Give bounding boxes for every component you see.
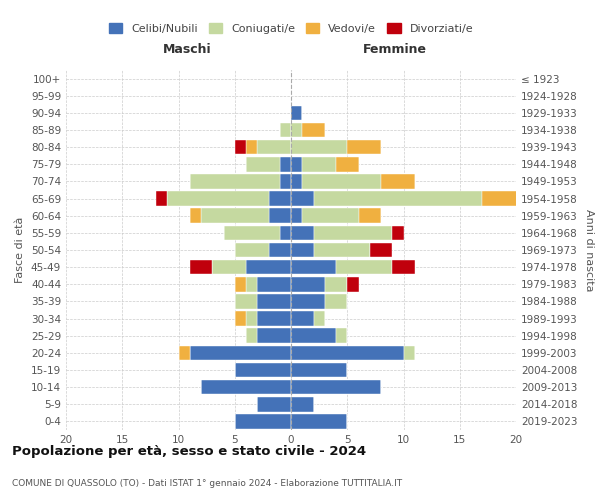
Bar [336, 157, 359, 172]
Bar [257, 328, 291, 343]
Bar [201, 380, 291, 394]
Y-axis label: Anni di nascita: Anni di nascita [584, 209, 594, 291]
Bar [246, 157, 280, 172]
Bar [235, 242, 269, 258]
Bar [280, 174, 291, 188]
Bar [223, 226, 280, 240]
Bar [291, 226, 314, 240]
Bar [347, 140, 381, 154]
Bar [190, 174, 280, 188]
Bar [291, 346, 404, 360]
Bar [291, 242, 314, 258]
Bar [291, 380, 381, 394]
Bar [291, 414, 347, 428]
Bar [190, 208, 201, 223]
Text: Femmine: Femmine [362, 42, 427, 56]
Bar [201, 208, 269, 223]
Bar [291, 157, 302, 172]
Bar [280, 122, 291, 138]
Bar [280, 226, 291, 240]
Bar [482, 192, 527, 206]
Bar [325, 277, 347, 291]
Bar [302, 157, 336, 172]
Text: COMUNE DI QUASSOLO (TO) - Dati ISTAT 1° gennaio 2024 - Elaborazione TUTTITALIA.I: COMUNE DI QUASSOLO (TO) - Dati ISTAT 1° … [12, 478, 402, 488]
Bar [291, 277, 325, 291]
Bar [246, 140, 257, 154]
Bar [302, 122, 325, 138]
Text: Maschi: Maschi [163, 42, 212, 56]
Bar [235, 414, 291, 428]
Bar [235, 294, 257, 308]
Bar [257, 294, 291, 308]
Bar [291, 208, 302, 223]
Bar [190, 346, 291, 360]
Bar [235, 140, 246, 154]
Bar [314, 242, 370, 258]
Bar [156, 192, 167, 206]
Y-axis label: Fasce di età: Fasce di età [16, 217, 25, 283]
Legend: Celibi/Nubili, Coniugati/e, Vedovi/e, Divorziati/e: Celibi/Nubili, Coniugati/e, Vedovi/e, Di… [106, 20, 476, 37]
Bar [246, 328, 257, 343]
Bar [269, 242, 291, 258]
Bar [179, 346, 190, 360]
Bar [291, 260, 336, 274]
Bar [336, 260, 392, 274]
Bar [235, 362, 291, 378]
Bar [167, 192, 269, 206]
Bar [235, 312, 246, 326]
Bar [212, 260, 246, 274]
Bar [381, 174, 415, 188]
Bar [336, 328, 347, 343]
Bar [291, 106, 302, 120]
Bar [291, 397, 314, 411]
Bar [269, 208, 291, 223]
Bar [291, 174, 302, 188]
Bar [291, 192, 314, 206]
Bar [257, 277, 291, 291]
Bar [291, 362, 347, 378]
Bar [392, 260, 415, 274]
Bar [291, 140, 347, 154]
Bar [235, 277, 246, 291]
Bar [302, 208, 359, 223]
Bar [246, 277, 257, 291]
Bar [190, 260, 212, 274]
Bar [347, 277, 359, 291]
Bar [359, 208, 381, 223]
Bar [314, 312, 325, 326]
Bar [325, 294, 347, 308]
Bar [257, 397, 291, 411]
Bar [246, 312, 257, 326]
Bar [246, 260, 291, 274]
Bar [404, 346, 415, 360]
Bar [257, 312, 291, 326]
Bar [291, 328, 336, 343]
Bar [291, 122, 302, 138]
Bar [392, 226, 404, 240]
Bar [370, 242, 392, 258]
Bar [314, 192, 482, 206]
Bar [314, 226, 392, 240]
Bar [269, 192, 291, 206]
Bar [302, 174, 381, 188]
Bar [291, 294, 325, 308]
Bar [257, 140, 291, 154]
Text: Popolazione per età, sesso e stato civile - 2024: Popolazione per età, sesso e stato civil… [12, 444, 366, 458]
Bar [291, 312, 314, 326]
Bar [280, 157, 291, 172]
